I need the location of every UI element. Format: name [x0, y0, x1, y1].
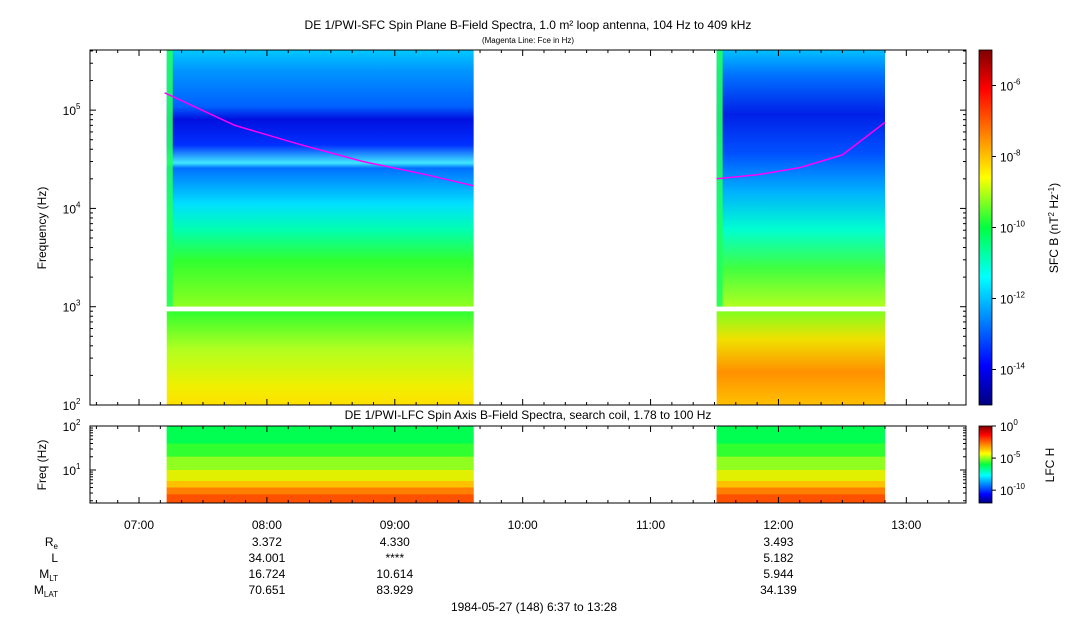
- sfc-y-tick-label: 10: [63, 202, 77, 216]
- lfc-y-tick-exponent: 2: [76, 418, 81, 427]
- lfc-frequency-band: [716, 470, 886, 482]
- ephemeris-value: 4.330: [380, 535, 410, 549]
- time-tick-label: 11:00: [636, 518, 665, 532]
- lfc-y-tick-label: 10: [63, 464, 77, 478]
- time-tick-label: 13:00: [891, 518, 921, 532]
- sfc-frame: [89, 49, 967, 406]
- lfc-frequency-band: [166, 481, 474, 488]
- sfc-data-block-2-low: [716, 311, 886, 405]
- lfc-frequency-band: [166, 470, 474, 482]
- fce-line: [164, 92, 474, 187]
- sfc-y-tick-label: 10: [63, 399, 77, 413]
- ephemeris-value: 3.372: [252, 535, 282, 549]
- time-tick-label: 12:00: [763, 518, 793, 532]
- lfc-frequency-band: [716, 481, 886, 488]
- sfc-y-tick-exponent: 4: [76, 200, 81, 209]
- ephemeris-row-label: MLT: [39, 567, 58, 583]
- lfc-frequency-band: [716, 487, 886, 495]
- sfc-colorbar-scale: [978, 49, 993, 406]
- sfc-y-label: Frequency (Hz): [35, 187, 49, 270]
- ephemeris-value: ****: [385, 551, 404, 565]
- colorbar-tick-label: 10-10: [1000, 220, 1025, 236]
- ephemeris-value: 16.724: [249, 567, 286, 581]
- sfc-edge-strip-1: [166, 50, 173, 307]
- sfc-colorbar: 10-6 10-8 10-10 10-12 10-14 SFC B (nT2 Hz-1): [978, 49, 1062, 406]
- colorbar-tick-label: 10-14: [1000, 362, 1025, 378]
- ephemeris-value: 10.614: [376, 567, 413, 581]
- ephemeris-value: 34.001: [249, 551, 286, 565]
- ephemeris-value: 70.651: [249, 583, 286, 597]
- ephemeris-value: 34.139: [760, 583, 797, 597]
- time-tick-label: 09:00: [380, 518, 410, 532]
- sfc-subtitle: (Magenta Line: Fce in Hz): [482, 36, 574, 45]
- time-tick-label: 07:00: [124, 518, 154, 532]
- lfc-colorbar-scale: [978, 425, 993, 504]
- lfc-frequency-band: [716, 494, 886, 503]
- sfc-data-block-1-low: [166, 311, 474, 405]
- lfc-frequency-band: [166, 426, 474, 444]
- lfc-frequency-band: [716, 456, 886, 471]
- ephemeris-value: 5.944: [763, 567, 793, 581]
- ephemeris-row-label: MLAT: [34, 583, 58, 599]
- sfc-title: DE 1/PWI-SFC Spin Plane B-Field Spectra,…: [305, 18, 752, 32]
- sfc-y-tick-label: 10: [63, 104, 77, 118]
- colorbar-tick-label: 10-5: [1000, 450, 1021, 466]
- sfc-band-gap: [166, 306, 886, 312]
- footer-date-range: 1984-05-27 (148) 6:37 to 13:28: [451, 600, 617, 614]
- ephemeris-row-label: L: [51, 551, 58, 565]
- lfc-frequency-band: [716, 426, 886, 444]
- colorbar-tick-label: 10-6: [1000, 78, 1021, 94]
- lfc-y-label: Freq (Hz): [35, 440, 49, 491]
- sfc-y-tick-exponent: 3: [76, 299, 81, 308]
- lfc-colorbar-label: LFC H: [1043, 448, 1057, 483]
- lfc-y-tick-label: 10: [63, 420, 77, 434]
- ephemeris-value: 5.182: [763, 551, 793, 565]
- lfc-frequency-band: [166, 456, 474, 471]
- sfc-colorbar-label: SFC B (nT2 Hz-1): [1047, 183, 1062, 273]
- time-tick-label: 10:00: [508, 518, 538, 532]
- lfc-frame: [89, 425, 967, 504]
- colorbar-tick-label: 100: [1000, 418, 1018, 434]
- lfc-colorbar: 100 10-5 10-10 LFC H: [978, 418, 1057, 504]
- ephemeris-value: 83.929: [376, 583, 413, 597]
- time-axis-labels: 07:00 08:00 09:00 10:00 11:00 12:00 13:00: [124, 518, 922, 532]
- lfc-frequency-band: [166, 443, 474, 457]
- ephemeris-value: 3.493: [763, 535, 793, 549]
- colorbar-tick-label: 10-12: [1000, 291, 1025, 307]
- sfc-y-tick-label: 10: [63, 301, 77, 315]
- fce-line-segment-2: [716, 121, 886, 180]
- colorbar-tick-label: 10-8: [1000, 149, 1021, 165]
- sfc-y-tick-exponent: 5: [76, 102, 81, 111]
- time-tick-label: 08:00: [252, 518, 282, 532]
- lfc-frequency-band: [166, 494, 474, 503]
- lfc-frequency-band: [716, 443, 886, 457]
- colorbar-tick-label: 10-10: [1000, 482, 1025, 498]
- ephemeris-row-label: Re: [45, 535, 59, 551]
- sfc-data-block-2: [716, 50, 886, 307]
- sfc-data-block-1: [166, 50, 474, 307]
- lfc-title: DE 1/PWI-LFC Spin Axis B-Field Spectra, …: [345, 408, 712, 422]
- sfc-y-tick-exponent: 2: [76, 397, 81, 406]
- lfc-y-tick-exponent: 1: [76, 462, 81, 471]
- lfc-frequency-band: [166, 487, 474, 495]
- ephemeris-table: Re 3.372 4.330 3.493 L 34.001 **** 5.182 MLT 16.7…: [34, 535, 797, 599]
